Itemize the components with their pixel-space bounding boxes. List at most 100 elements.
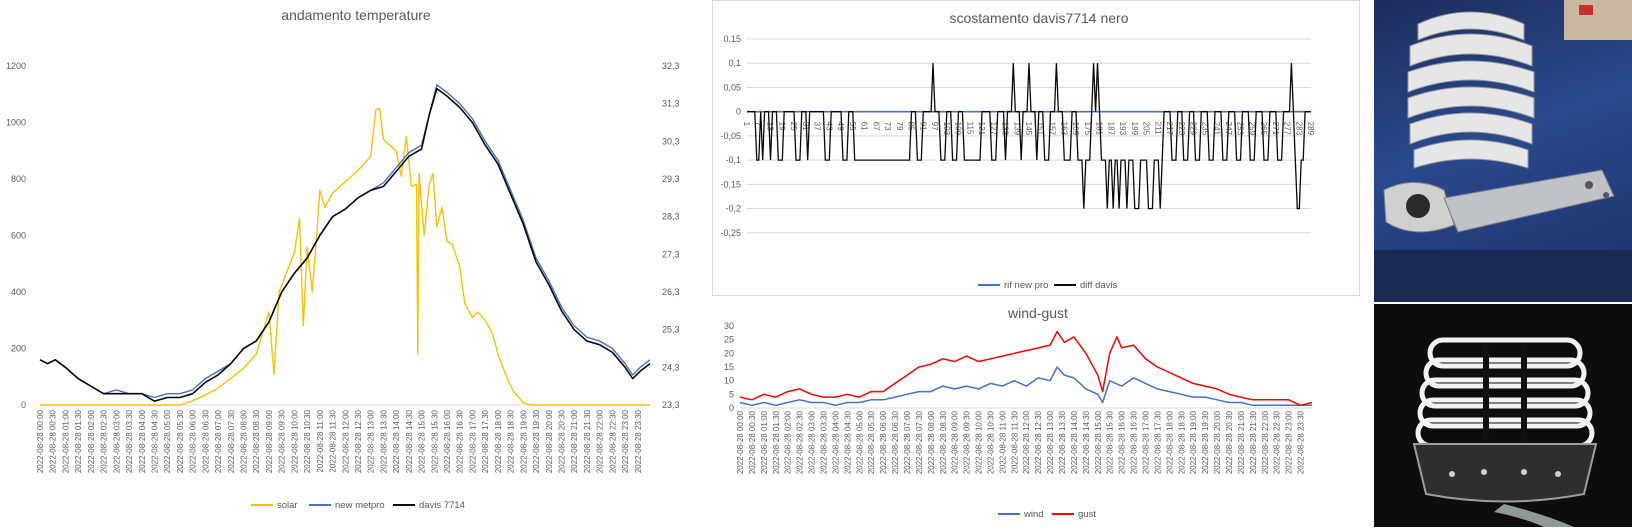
- wind-y-tick-label: 0: [729, 403, 734, 413]
- deviation-x-tick-label: 145: [1024, 122, 1033, 136]
- temperature-chart-panel: andamento temperature 0 200 400 600 800 1000 1…: [0, 0, 700, 527]
- deviation-x-tick-label: 7: [754, 122, 763, 127]
- temperature-x-tick-label: 2022-08-28 19:00: [519, 409, 528, 473]
- deviation-x-tick-label: 289: [1306, 122, 1315, 136]
- temperature-x-tick-label: 2022-08-28 08:30: [252, 409, 261, 473]
- temperature-y-right-tick-label: 32,3: [662, 61, 680, 71]
- wind-x-tick-label: 2022-08-28 14:00: [1070, 410, 1079, 474]
- deviation-y-tick-label: -0,1: [725, 155, 741, 165]
- wind-x-tick-label: 2022-08-28 02:30: [796, 410, 805, 474]
- temperature-y-left-tick-label: 600: [11, 231, 26, 241]
- deviation-x-tick-label: 43: [824, 122, 833, 131]
- legend-label-solar: solar: [277, 500, 298, 511]
- temperature-x-tick-label: 2022-08-28 10:00: [290, 409, 299, 473]
- wind-x-tick-label: 2022-08-28 20:00: [1213, 410, 1222, 474]
- temperature-y-right-tick-label: 29,3: [662, 174, 680, 184]
- wind-x-tick-label: 2022-08-28 23:30: [1297, 410, 1306, 474]
- deviation-x-tick-label: 277: [1283, 122, 1292, 136]
- deviation-x-tick-label: 25: [789, 122, 798, 131]
- temperature-x-tick-label: 2022-08-28 06:30: [201, 409, 210, 473]
- radiation-shield-illustration: [1374, 0, 1632, 302]
- deviation-x-tick-label: 157: [1048, 122, 1057, 136]
- wind-y-tick-label: 15: [724, 362, 734, 372]
- temperature-x-tick-label: 2022-08-28 12:30: [354, 409, 363, 473]
- wind-x-tick-label: 2022-08-28 15:00: [1094, 410, 1103, 474]
- wind-x-tick-label: 2022-08-28 18:30: [1177, 410, 1186, 474]
- wind-x-tick-label: 2022-08-28 07:30: [915, 410, 924, 474]
- temperature-x-tick-label: 2022-08-28 21:00: [570, 409, 579, 473]
- wind-x-tick-label: 2022-08-28 14:30: [1082, 410, 1091, 474]
- wind-legend: wind gust: [998, 509, 1096, 520]
- temperature-x-tick-label: 2022-08-28 05:00: [163, 409, 172, 473]
- temperature-x-tick-label: 2022-08-28 16:30: [456, 409, 465, 473]
- deviation-y-tick-label: -0,2: [725, 204, 741, 214]
- wind-y-tick-label: 30: [724, 321, 734, 331]
- deviation-chart-panel: scostamento davis7714 nero 0,15 0,1 0,05 0 -…: [712, 0, 1360, 296]
- wind-x-tick-label: 2022-08-28 08:30: [939, 410, 948, 474]
- shield-closeup-photo: [1374, 304, 1632, 527]
- temperature-y-right-tick-label: 25,3: [662, 325, 680, 335]
- wind-x-tick-label: 2022-08-28 10:00: [975, 410, 984, 474]
- temperature-x-tick-label: 2022-08-28 22:30: [608, 409, 617, 473]
- wind-y-tick-label: 20: [724, 348, 734, 358]
- wind-x-tick-label: 2022-08-28 22:00: [1261, 410, 1270, 474]
- temperature-x-tick-label: 2022-08-28 03:30: [125, 409, 134, 473]
- temperature-x-tick-label: 2022-08-28 05:30: [176, 409, 185, 473]
- wind-x-tick-label: 2022-08-28 06:00: [879, 410, 888, 474]
- temperature-x-tick-label: 2022-08-28 13:00: [367, 409, 376, 473]
- deviation-x-tick-label: 181: [1095, 122, 1104, 136]
- deviation-x-tick-label: 49: [836, 122, 845, 131]
- temperature-x-tick-label: 2022-08-28 00:00: [36, 409, 45, 473]
- deviation-x-tick-label: 31: [801, 122, 810, 131]
- wind-x-tick-label: 2022-08-28 11:00: [998, 410, 1007, 473]
- shield-closeup-illustration: [1412, 337, 1598, 527]
- wind-x-tick-label: 2022-08-28 03:30: [819, 410, 828, 474]
- deviation-x-tick-label: 115: [965, 122, 974, 135]
- deviation-x-tick-label: 127: [989, 122, 998, 136]
- temperature-x-tick-label: 2022-08-28 09:30: [278, 409, 287, 473]
- temperature-x-tick-label: 2022-08-28 11:30: [329, 409, 338, 472]
- legend-label-gust: gust: [1078, 509, 1096, 520]
- legend-label-new-metpro: new metpro: [335, 500, 385, 511]
- deviation-y-tick-label: -0,05: [720, 131, 741, 141]
- wind-x-tick-label: 2022-08-28 13:30: [1058, 410, 1067, 474]
- deviation-x-tick-label: 235: [1200, 122, 1209, 136]
- deviation-x-tick-label: 211: [1153, 122, 1162, 135]
- temperature-x-tick-label: 2022-08-28 07:30: [227, 409, 236, 473]
- temperature-y-right-tick-label: 23,3: [662, 400, 680, 410]
- deviation-x-tick-label: 175: [1083, 122, 1092, 136]
- temperature-x-tick-label: 2022-08-28 13:30: [379, 409, 388, 473]
- temperature-x-tick-label: 2022-08-28 11:00: [316, 409, 325, 472]
- temperature-y-left-tick-label: 400: [11, 287, 26, 297]
- temperature-y-right-tick-label: 26,3: [662, 287, 680, 297]
- wind-x-tick-label: 2022-08-28 17:00: [1142, 410, 1151, 474]
- wind-x-tick-label: 2022-08-28 16:00: [1118, 410, 1127, 474]
- temperature-chart-title: andamento temperature: [281, 7, 431, 23]
- wind-x-tick-label: 2022-08-28 08:00: [927, 410, 936, 474]
- series-line-gust: [739, 330, 1313, 407]
- temperature-x-tick-label: 2022-08-28 15:30: [430, 409, 439, 473]
- deviation-x-tick-label: 265: [1259, 122, 1268, 136]
- legend-label-wind: wind: [1023, 509, 1044, 520]
- deviation-x-tick-label: 193: [1118, 122, 1127, 136]
- temperature-x-tick-label: 2022-08-28 20:00: [545, 409, 554, 473]
- radiation-shield-photo: [1374, 0, 1632, 302]
- deviation-x-tick-label: 163: [1059, 122, 1068, 136]
- temperature-y-right-tick-label: 28,3: [662, 212, 680, 222]
- temperature-x-tick-label: 2022-08-28 09:00: [265, 409, 274, 473]
- temperature-x-tick-label: 2022-08-28 14:30: [405, 409, 414, 473]
- wind-x-tick-label: 2022-08-28 05:30: [867, 410, 876, 474]
- deviation-x-tick-label: 151: [1036, 122, 1045, 136]
- series-line-davis-7714: [39, 87, 651, 403]
- deviation-y-tick-label: 0,1: [728, 58, 741, 68]
- series-line-solar: [40, 107, 650, 406]
- temperature-x-tick-label: 2022-08-28 08:00: [240, 409, 249, 473]
- deviation-x-tick-label: 61: [860, 122, 869, 131]
- deviation-x-tick-label: 229: [1189, 122, 1198, 136]
- deviation-x-tick-label: 133: [1001, 122, 1010, 136]
- deviation-x-tick-label: 169: [1071, 122, 1080, 136]
- temperature-y-left-tick-label: 200: [11, 344, 26, 354]
- temperature-x-tick-label: 2022-08-28 19:30: [532, 409, 541, 473]
- temperature-x-tick-label: 2022-08-28 02:00: [87, 409, 96, 473]
